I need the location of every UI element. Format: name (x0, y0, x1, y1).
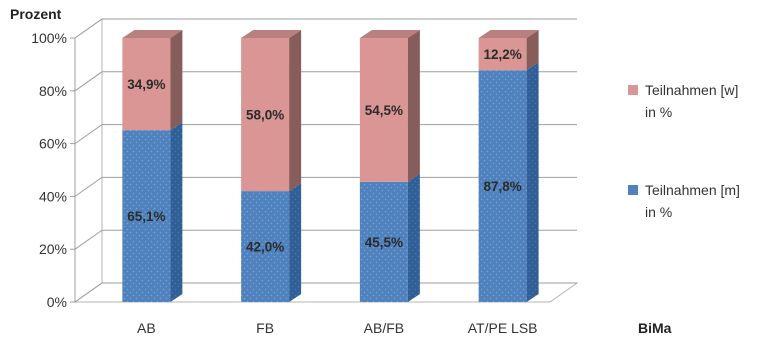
bar-segment-side (289, 30, 302, 192)
bar-segment-front (122, 38, 171, 131)
gridline (74, 18, 577, 39)
bar-top (478, 30, 539, 38)
bar-segment-front (478, 38, 527, 71)
data-label: 42,0% (246, 240, 284, 255)
legend-label: Teilnahmen [w] (645, 82, 738, 98)
legend-label: in % (645, 104, 672, 120)
bar-segment-front (241, 191, 290, 302)
x-category-label: AB (137, 320, 156, 336)
y-axis-ticks: 0% 20% 40% 60% 80% 100% (31, 30, 67, 310)
y-axis-title: Prozent (10, 6, 62, 22)
bar-segment-side (526, 62, 539, 302)
y-tick-label: 40% (39, 188, 67, 204)
data-labels: 65,1% 34,9% 42,0% 58,0% 45,5% 54,5% 87,8% 12,2% (127, 47, 522, 254)
data-label: 58,0% (246, 108, 284, 123)
data-label: 12,2% (483, 47, 521, 62)
bar-top (241, 30, 302, 38)
data-label: 54,5% (365, 103, 403, 118)
data-label: 45,5% (365, 235, 403, 250)
x-category-label: AB/FB (364, 320, 404, 336)
bars (122, 30, 539, 302)
legend-swatch (628, 185, 638, 195)
bar-segment-side (170, 122, 183, 302)
x-category-label: FB (256, 320, 274, 336)
y-tick-label: 20% (39, 241, 67, 257)
x-axis-title: BiMa (638, 320, 672, 336)
bar-segment-front (359, 38, 408, 182)
legend-label: Teilnahmen [m] (645, 182, 740, 198)
side-wall (74, 18, 103, 303)
bar-segment-side (170, 30, 183, 131)
bar-top (359, 30, 420, 38)
bar-segment-side (407, 173, 420, 302)
bar-segment-side (526, 30, 539, 71)
data-label: 87,8% (483, 179, 521, 194)
data-label: 65,1% (127, 209, 165, 224)
y-tick-label: 0% (47, 294, 67, 310)
data-label: 34,9% (127, 77, 165, 92)
legend: Teilnahmen [w] in % Teilnahmen [m] in % (628, 82, 740, 220)
y-tick-label: 100% (31, 30, 67, 46)
x-axis-categories: AB FB AB/FB AT/PE LSB (137, 320, 537, 336)
bar-segment-front (241, 38, 290, 192)
legend-label: in % (645, 204, 672, 220)
legend-swatch (628, 85, 638, 95)
bar-segment-front (359, 181, 408, 302)
bar-segment-front (478, 70, 527, 302)
bar-segment-side (407, 30, 420, 182)
bar-segment-side (289, 183, 302, 302)
bar-segment-front (122, 130, 171, 302)
y-tick-label: 60% (39, 136, 67, 152)
y-tick-label: 80% (39, 83, 67, 99)
x-category-label: AT/PE LSB (468, 320, 538, 336)
bar-top (122, 30, 183, 38)
